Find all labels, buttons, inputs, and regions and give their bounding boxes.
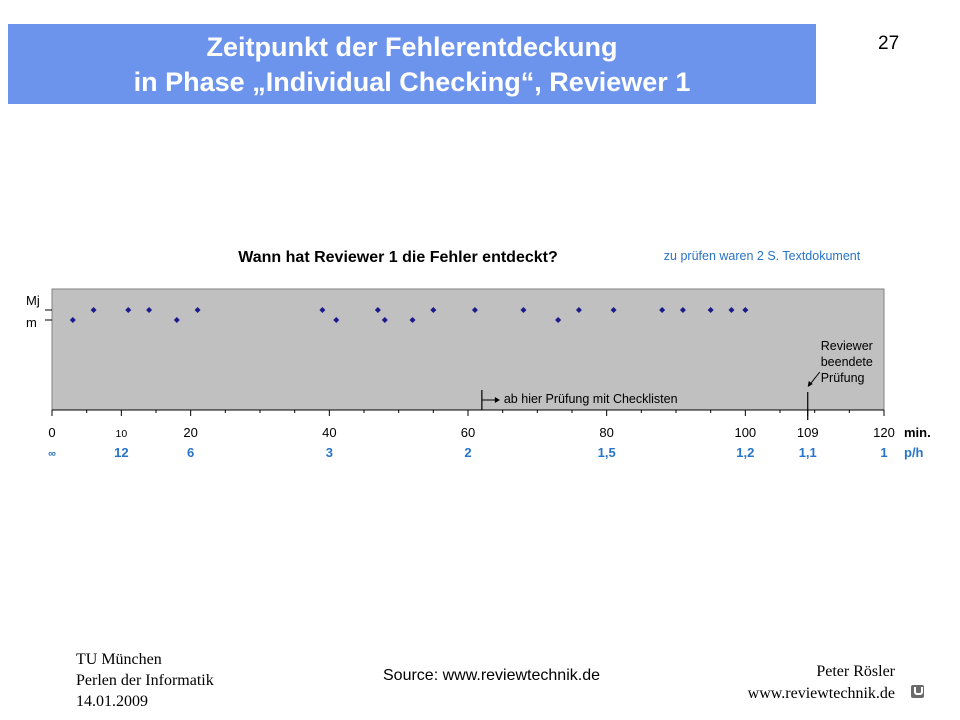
x-tick-label: 10 (115, 428, 127, 440)
data-point (520, 307, 527, 313)
data-point (555, 317, 562, 323)
footer-institution: TU München (76, 651, 162, 668)
slide-title-line1: Zeitpunkt der Fehlerentdeckung (206, 32, 618, 62)
x-axis-label: min. (904, 425, 931, 440)
data-point (90, 307, 97, 313)
rate-tick-label: 1,5 (598, 445, 616, 460)
data-point (173, 317, 180, 323)
data-point (610, 307, 617, 313)
data-point (374, 307, 381, 313)
data-point (575, 307, 582, 313)
tum-logo-icon (911, 685, 924, 698)
rate-axis-label: p/h (904, 445, 924, 460)
checklist-annotation: ab hier Prüfung mit Checklisten (504, 392, 678, 406)
checklist-arrow-head (494, 397, 500, 403)
data-point (471, 307, 478, 313)
data-point (333, 317, 340, 323)
x-tick-label: 80 (599, 425, 613, 440)
footer-date: 14.01.2009 (76, 693, 148, 710)
x-tick-label: 40 (322, 425, 336, 440)
title-banner: Zeitpunkt der Fehlerentdeckung in Phase … (8, 24, 816, 104)
data-point (381, 317, 388, 323)
data-point (679, 307, 686, 313)
y-level-label: m (26, 315, 37, 330)
finish-annotation-line: Prüfung (821, 371, 865, 385)
footer-lecture: Perlen der Informatik (76, 672, 214, 689)
data-point (146, 307, 153, 313)
rate-tick-label: 2 (464, 445, 471, 460)
rate-tick-label: 1,2 (736, 445, 754, 460)
finish-annotation-line: Reviewer (821, 339, 873, 353)
finish-arrow-head (807, 381, 813, 387)
data-point (659, 307, 666, 313)
footer-left: TU München Perlen der Informatik 14.01.2… (76, 649, 214, 712)
footer-website: www.reviewtechnik.de (747, 685, 895, 702)
chart-title: Wann hat Reviewer 1 die Fehler entdeckt? (238, 249, 558, 266)
rate-tick-label: 1 (880, 445, 887, 460)
data-point (742, 307, 749, 313)
data-point (319, 307, 326, 313)
footer-source: Source: www.reviewtechnik.de (383, 667, 600, 684)
data-point (409, 317, 416, 323)
slide-title-line2: in Phase „Individual Checking“, Reviewer… (133, 67, 691, 97)
footer-right: Peter Rösler www.reviewtechnik.de (748, 661, 895, 705)
finish-annotation-line: beendete (821, 355, 873, 369)
footer-author: Peter Rösler (816, 663, 895, 680)
data-point (69, 317, 76, 323)
rate-tick-label: 12 (114, 445, 128, 460)
rate-tick-label: 6 (187, 445, 194, 460)
rate-tick-label: 3 (326, 445, 333, 460)
chart-subtitle: zu prüfen waren 2 S. Textdokument (664, 249, 861, 263)
x-tick-label: 120 (873, 425, 895, 440)
data-point (194, 307, 201, 313)
x-tick-label: 60 (461, 425, 475, 440)
plot-area (51, 288, 885, 411)
data-point (707, 307, 714, 313)
data-point (430, 307, 437, 313)
x-tick-label: 0 (48, 425, 55, 440)
y-level-label: Mj (26, 293, 40, 308)
data-point (728, 307, 735, 313)
x-tick-label: 109 (797, 425, 819, 440)
x-tick-label: 100 (734, 425, 756, 440)
x-tick-label: 20 (183, 425, 197, 440)
page-number: 27 (878, 33, 900, 54)
rate-tick-label: ∞ (48, 448, 56, 460)
rate-tick-label: 1,1 (799, 445, 817, 460)
data-point (125, 307, 132, 313)
